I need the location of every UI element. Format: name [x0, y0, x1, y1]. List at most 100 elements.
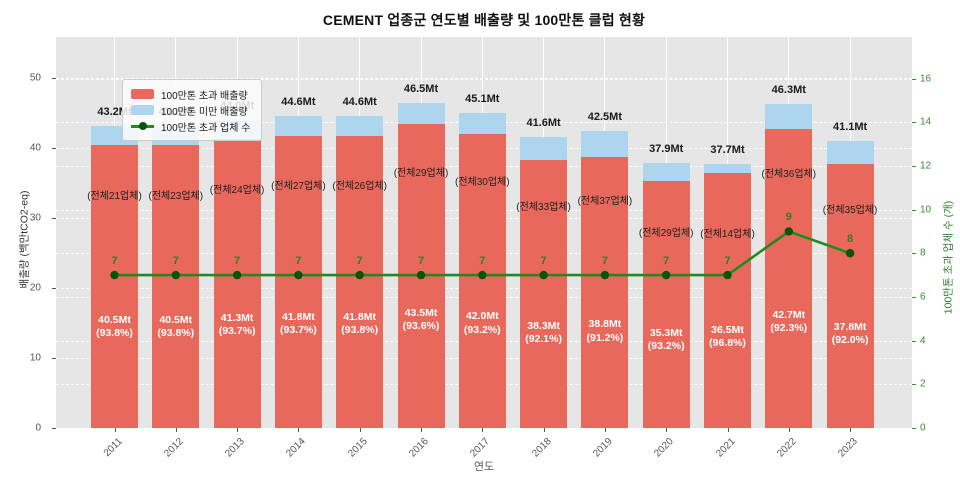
right-axis-tick-mark	[912, 122, 916, 124]
bar-exceed-segment	[826, 163, 874, 428]
right-axis-tick-mark	[912, 384, 916, 386]
bar-below-segment	[826, 140, 874, 164]
x-axis-tick-mark	[175, 428, 177, 432]
line-value-label: 7	[724, 255, 731, 268]
line-value-label: 7	[356, 255, 363, 268]
company-count-label: (전체37업체)	[577, 195, 633, 207]
left-axis-tick-label: 0	[35, 422, 41, 434]
right-axis-tick-mark	[912, 428, 916, 429]
line-value-label: 7	[417, 255, 425, 268]
right-axis-tick-mark	[912, 253, 916, 255]
x-axis-tick-mark	[359, 428, 361, 432]
left-axis-tick-mark	[52, 218, 56, 220]
bar-total-label: 37.7Mt	[710, 144, 745, 157]
chart-title: CEMENT 업종군 연도별 배출량 및 100만톤 클럽 현황	[322, 12, 646, 28]
right-axis-tick-label: 2	[920, 378, 926, 390]
bar-below-segment	[765, 104, 813, 130]
legend-item-exceed: 100만톤 초과 배출량	[131, 86, 250, 102]
x-axis-tick-mark	[114, 428, 116, 432]
line-point-marker	[478, 270, 487, 280]
bar-inner-value-label: 40.5Mt (93.8%)	[157, 314, 195, 340]
bar-total-label: 46.5Mt	[403, 82, 439, 95]
line-point-marker	[539, 270, 548, 280]
bar-inner-value-label: 42.0Mt (93.2%)	[463, 310, 501, 336]
gridline-horizontal-right	[56, 78, 912, 80]
right-axis-tick-mark	[912, 165, 916, 167]
right-axis-title: 100만톤 초과 업체 수 (개)	[942, 200, 955, 315]
line-value-label: 7	[234, 255, 241, 268]
bar-exceed-segment	[581, 156, 629, 428]
line-point-marker	[294, 270, 303, 280]
x-axis-tick-mark	[666, 428, 668, 432]
company-count-label: (전체29업체)	[393, 167, 449, 179]
x-axis-tick-mark	[727, 428, 729, 432]
bar-total-label: 37.9Mt	[649, 142, 684, 155]
right-axis-tick-label: 8	[920, 247, 926, 259]
line-point-marker	[723, 270, 732, 280]
bar-total-label: 41.1Mt	[832, 120, 868, 133]
bar-below-segment	[520, 137, 568, 161]
bar-exceed-segment	[520, 160, 568, 428]
line-point-marker	[600, 270, 610, 280]
right-axis-tick-label: 0	[920, 422, 926, 434]
bar-below-segment	[397, 102, 445, 124]
x-axis-title: 연도	[473, 461, 495, 473]
line-value-label: 7	[172, 255, 179, 268]
left-axis-tick-mark	[52, 288, 56, 290]
bar-below-segment	[581, 130, 629, 157]
bar-exceed-segment	[765, 129, 813, 428]
left-axis-title: 배출량 (백만tCO2-eq)	[18, 190, 31, 289]
bar-exceed-segment	[274, 135, 322, 428]
company-count-label: (전체30업체)	[455, 177, 510, 189]
bar-exceed-segment	[336, 135, 384, 428]
company-count-label: (전체27업체)	[271, 180, 326, 192]
company-count-label: (전체35업체)	[822, 205, 878, 217]
bar-inner-value-label: 41.8Mt (93.8%)	[341, 310, 379, 336]
left-axis-tick-mark	[52, 428, 56, 429]
right-axis-tick-label: 10	[920, 204, 932, 216]
line-value-label: 7	[295, 255, 302, 268]
bar-below-segment	[274, 116, 322, 136]
bar-total-label: 41.6Mt	[526, 117, 561, 130]
bar-inner-value-label: 40.5Mt (93.8%)	[96, 314, 133, 340]
right-axis-tick-label: 16	[920, 73, 932, 84]
x-axis-tick-mark	[850, 428, 852, 432]
legend-swatch-below	[131, 105, 154, 115]
company-count-label: (전체26업체)	[332, 180, 387, 192]
right-axis-tick-label: 12	[920, 160, 932, 172]
right-axis-tick-label: 6	[920, 291, 926, 303]
left-axis-tick-label: 40	[29, 142, 41, 154]
left-axis-tick-mark	[52, 358, 56, 360]
company-count-label: (전체29업체)	[638, 227, 694, 239]
bar-exceed-segment	[152, 144, 200, 428]
line-point-marker	[845, 249, 855, 258]
bar-below-segment	[704, 164, 751, 173]
bar-total-label: 46.3Mt	[771, 84, 806, 97]
bar-inner-value-label: 41.8Mt (93.7%)	[280, 310, 317, 336]
x-axis-tick-mark	[298, 428, 300, 432]
left-axis-tick-mark	[52, 148, 56, 150]
right-axis-tick-mark	[912, 340, 916, 342]
x-axis-tick-mark	[237, 428, 239, 432]
bar-exceed-segment	[704, 172, 751, 428]
bar-inner-value-label: 43.5Mt (93.6%)	[402, 306, 440, 332]
legend-item-below: 100만톤 미만 배출량	[131, 102, 250, 118]
bar-inner-value-label: 38.8Mt (91.2%)	[586, 318, 624, 344]
bar-total-label: 45.1Mt	[465, 92, 500, 105]
bar-inner-value-label: 36.5Mt (96.8%)	[709, 323, 746, 350]
line-point-marker	[110, 270, 119, 280]
company-count-label: (전체23업체)	[148, 190, 204, 202]
line-value-label: 7	[601, 255, 608, 268]
bar-total-label: 44.6Mt	[281, 96, 316, 109]
company-count-label: (전체33업체)	[516, 201, 571, 213]
right-axis-tick-mark	[912, 209, 916, 211]
bar-inner-value-label: 37.8Mt (92.0%)	[831, 320, 869, 346]
bar-exceed-segment	[91, 144, 138, 428]
bar-inner-value-label: 41.3Mt (93.7%)	[218, 312, 256, 338]
bar-below-segment	[336, 116, 384, 136]
left-axis-tick-label: 20	[29, 282, 41, 294]
legend-label-below: 100만톤 미만 배출량	[161, 106, 248, 118]
bar-below-segment	[642, 162, 690, 182]
right-axis-tick-label: 14	[920, 116, 932, 128]
